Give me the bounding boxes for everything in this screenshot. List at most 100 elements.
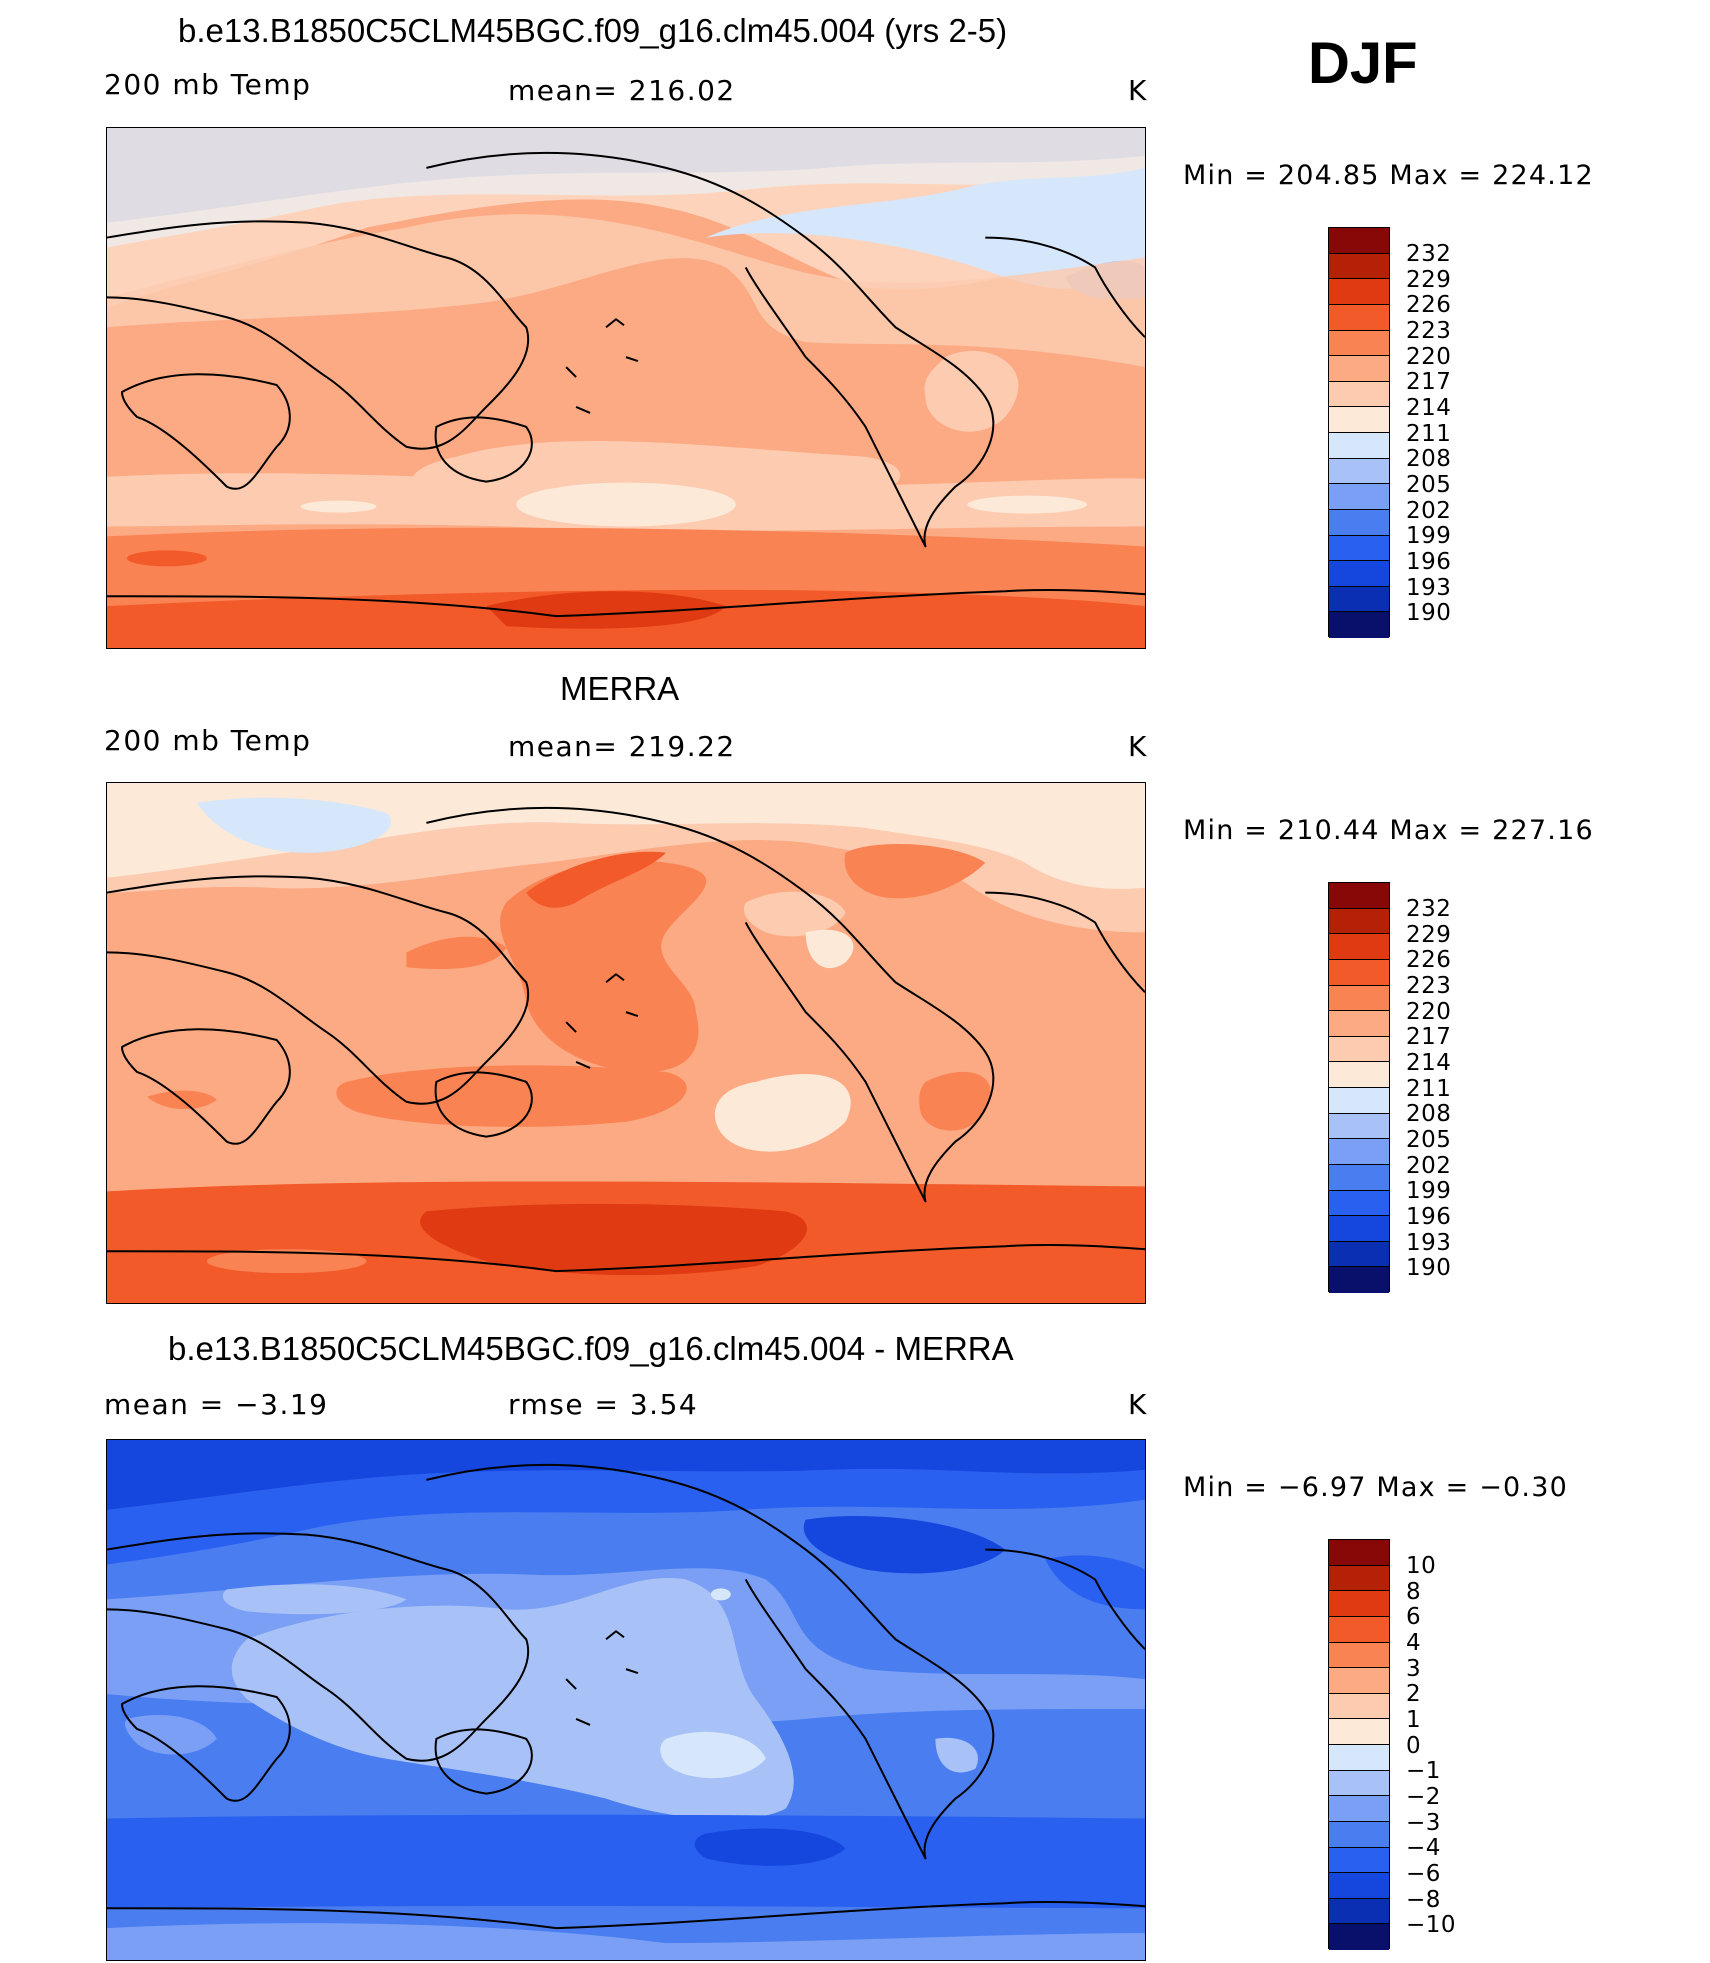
colorbar-swatch <box>1329 1668 1389 1694</box>
panel3-colorbar-label: 2 <box>1406 1681 1422 1707</box>
colorbar-swatch <box>1329 1540 1389 1566</box>
panel2-colorbar-label: 211 <box>1406 1076 1452 1102</box>
colorbar-swatch <box>1329 1770 1389 1797</box>
panel2-colorbar-label: 232 <box>1406 896 1452 922</box>
season-label: DJF <box>1308 31 1418 96</box>
panel1-colorbar-label: 202 <box>1406 498 1452 524</box>
colorbar-swatch <box>1329 356 1389 382</box>
panel3-colorbar-label: −6 <box>1406 1861 1441 1887</box>
colorbar-swatch <box>1329 1036 1389 1063</box>
panel2-colorbar-label: 199 <box>1406 1178 1452 1204</box>
panel3-rmse-label: rmse = 3.54 <box>508 1388 699 1421</box>
panel1-colorbar-label: 223 <box>1406 318 1452 344</box>
panel2-colorbar-label: 208 <box>1406 1101 1452 1127</box>
colorbar-swatch <box>1329 1591 1389 1617</box>
panel1-colorbar-label: 232 <box>1406 241 1452 267</box>
panel3-colorbar-label: 8 <box>1406 1579 1422 1605</box>
colorbar-swatch <box>1329 407 1389 433</box>
colorbar-swatch <box>1329 1873 1389 1899</box>
colorbar-swatch <box>1329 1164 1389 1191</box>
colorbar-swatch <box>1329 1267 1389 1293</box>
panel2-colorbar-label: 220 <box>1406 999 1452 1025</box>
panel1-colorbar-label: 190 <box>1406 600 1452 626</box>
colorbar-swatch <box>1329 1216 1389 1242</box>
panel3-map <box>106 1439 1146 1961</box>
panel2-mean-label: mean= 219.22 <box>508 730 736 763</box>
panel3-colorbar-label: 6 <box>1406 1604 1422 1630</box>
colorbar-swatch <box>1329 458 1389 485</box>
colorbar-swatch <box>1329 934 1389 960</box>
panel2-colorbar-label: 223 <box>1406 973 1452 999</box>
panel3-colorbar-swatches <box>1328 1539 1390 1950</box>
colorbar-swatch <box>1329 1113 1389 1140</box>
colorbar-swatch <box>1329 484 1389 510</box>
colorbar-swatch <box>1329 1796 1389 1822</box>
panel1-mean-label: mean= 216.02 <box>508 74 736 107</box>
panel1-colorbar-label: 196 <box>1406 549 1452 575</box>
panel3-colorbar-label: 3 <box>1406 1656 1422 1682</box>
panel3-colorbar-label: 1 <box>1406 1707 1422 1733</box>
colorbar-swatch <box>1329 586 1389 613</box>
colorbar-swatch <box>1329 1719 1389 1745</box>
panel2-colorbar-label: 229 <box>1406 922 1452 948</box>
panel2-colorbar-label: 202 <box>1406 1153 1452 1179</box>
panel3-colorbar-label: −2 <box>1406 1784 1441 1810</box>
colorbar-swatch <box>1329 1924 1389 1950</box>
panel2-minmax-label: Min = 210.44 Max = 227.16 <box>1183 815 1594 846</box>
panel2-colorbar-label: 193 <box>1406 1230 1452 1256</box>
colorbar-swatch <box>1329 1745 1389 1771</box>
panel1-colorbar-label: 214 <box>1406 395 1452 421</box>
colorbar-swatch <box>1329 509 1389 536</box>
panel3-units-label: K <box>1128 1388 1148 1421</box>
panel1-colorbar-label: 193 <box>1406 575 1452 601</box>
colorbar-swatch <box>1329 330 1389 357</box>
colorbar-swatch <box>1329 253 1389 280</box>
panel3-colorbar-label: −4 <box>1406 1835 1441 1861</box>
panel3-mean-label: mean = −3.19 <box>104 1388 329 1421</box>
panel1-colorbar-label: 205 <box>1406 472 1452 498</box>
panel3-colorbar-label: −3 <box>1406 1810 1441 1836</box>
panel3-colorbar-label: 10 <box>1406 1553 1437 1579</box>
colorbar-swatch <box>1329 1088 1389 1114</box>
panel2-colorbar-label: 226 <box>1406 947 1452 973</box>
colorbar-swatch <box>1329 1898 1389 1925</box>
panel2-map <box>106 782 1146 1304</box>
colorbar-swatch <box>1329 561 1389 587</box>
colorbar-swatch <box>1329 908 1389 935</box>
colorbar-swatch <box>1329 1062 1389 1088</box>
colorbar-swatch <box>1329 535 1389 562</box>
panel1-colorbar-label: 199 <box>1406 523 1452 549</box>
colorbar-swatch <box>1329 1847 1389 1874</box>
colorbar-swatch <box>1329 1241 1389 1268</box>
panel1-variable-label: 200 mb Temp <box>104 68 312 101</box>
panel3-colorbar-label: −1 <box>1406 1758 1441 1784</box>
panel3-colorbar-label: 4 <box>1406 1630 1422 1656</box>
colorbar-swatch <box>1329 612 1389 638</box>
panel1-title: b.e13.B1850C5CLM45BGC.f09_g16.clm45.004 … <box>178 12 1008 49</box>
panel1-colorbar-swatches <box>1328 227 1390 638</box>
panel2-colorbar-label: 205 <box>1406 1127 1452 1153</box>
panel1-map <box>106 127 1146 649</box>
colorbar-swatch <box>1329 1693 1389 1720</box>
panel1-units-label: K <box>1128 74 1148 107</box>
colorbar-swatch <box>1329 883 1389 909</box>
colorbar-swatch <box>1329 959 1389 986</box>
colorbar-swatch <box>1329 1565 1389 1592</box>
panel1-colorbar-label: 220 <box>1406 344 1452 370</box>
panel1-colorbar-label: 229 <box>1406 267 1452 293</box>
colorbar-swatch <box>1329 381 1389 408</box>
colorbar-swatch <box>1329 433 1389 459</box>
colorbar-swatch <box>1329 985 1389 1012</box>
panel1-colorbar-label: 211 <box>1406 421 1452 447</box>
panel2-colorbar-swatches <box>1328 882 1390 1293</box>
panel1-colorbar-label: 217 <box>1406 369 1452 395</box>
panel2-colorbar-label: 214 <box>1406 1050 1452 1076</box>
colorbar-swatch <box>1329 304 1389 331</box>
panel2-units-label: K <box>1128 730 1148 763</box>
panel3-minmax-label: Min = −6.97 Max = −0.30 <box>1183 1472 1568 1503</box>
colorbar-swatch <box>1329 279 1389 305</box>
colorbar-swatch <box>1329 1139 1389 1165</box>
colorbar-swatch <box>1329 1190 1389 1217</box>
colorbar-swatch <box>1329 228 1389 254</box>
colorbar-swatch <box>1329 1011 1389 1037</box>
